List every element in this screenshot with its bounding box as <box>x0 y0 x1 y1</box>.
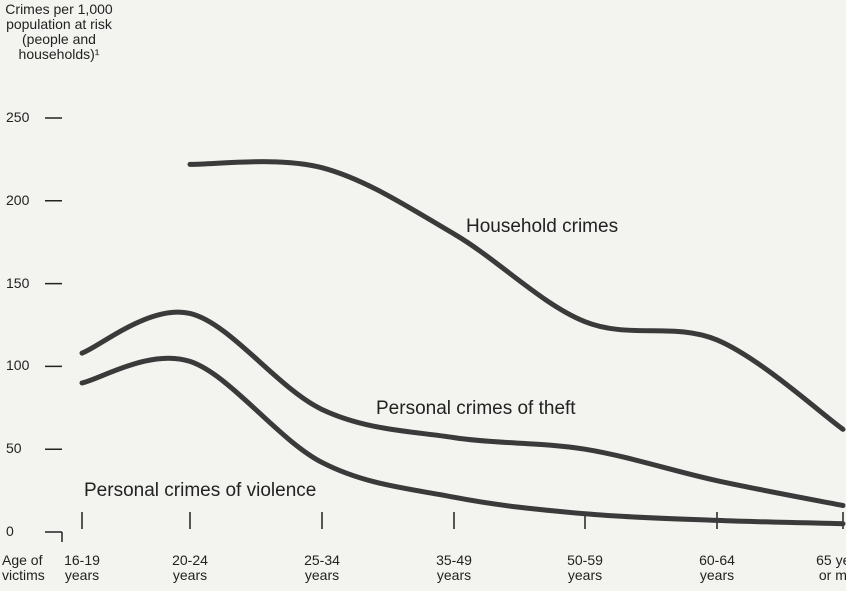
series-label: Household crimes <box>466 216 619 237</box>
y-tick-label: 250 <box>6 109 30 125</box>
x-tick-label: 35-49 years <box>436 552 472 583</box>
series-line <box>79 309 846 509</box>
x-axis-label: Age of victims <box>2 552 45 583</box>
x-tick-label: 60-64 years <box>699 552 735 583</box>
series-label: Personal crimes of theft <box>376 398 576 419</box>
x-tick-label: 16-19 years <box>64 552 100 583</box>
x-tick-label: 20-24 years <box>172 552 208 583</box>
x-tick-label: 25-34 years <box>304 552 340 583</box>
x-tick-label: 65 years or more <box>816 552 846 583</box>
series-label: Personal crimes of violence <box>84 480 317 501</box>
series-line <box>187 159 846 432</box>
y-axis-label: Crimes per 1,000 population at risk (peo… <box>5 1 113 62</box>
y-tick-label: 150 <box>6 274 30 291</box>
y-tick-label: 200 <box>6 191 30 208</box>
y-tick-label: 50 <box>6 440 22 457</box>
y-tick-label: 0 <box>6 523 14 539</box>
y-tick-label: 100 <box>6 357 30 374</box>
series-line <box>79 355 846 527</box>
x-tick-label: 50-59 years <box>567 552 603 583</box>
